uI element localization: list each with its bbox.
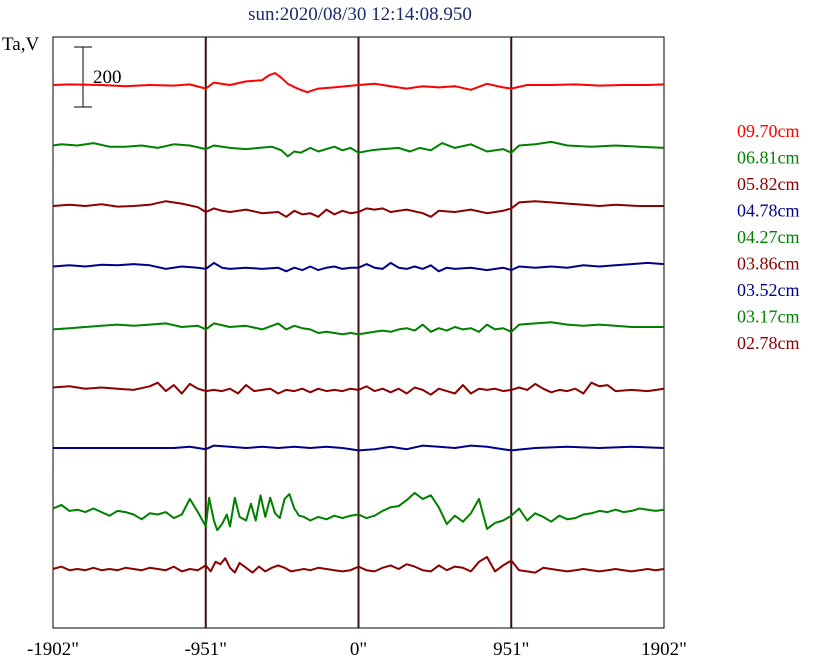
legend-entry-6: 03.52cm — [737, 280, 800, 300]
series-line-0 — [52, 72, 665, 94]
x-tick-label-4: 1902" — [641, 639, 687, 660]
series-line-8 — [52, 556, 665, 574]
legend-entry-7: 03.17cm — [737, 307, 800, 327]
scale-bar-label: 200 — [93, 67, 122, 88]
x-tick-label-2: 0" — [350, 639, 367, 660]
reference-lines — [204, 37, 513, 628]
legend-entry-8: 02.78cm — [737, 333, 800, 353]
legend-entry-1: 06.81cm — [737, 148, 800, 168]
series-line-2 — [52, 200, 664, 218]
series-line-6 — [53, 444, 665, 452]
y-axis-label: Ta,V — [2, 34, 39, 55]
x-tick-label-3: 951" — [493, 639, 529, 660]
x-tick-labels: -1902" -951" 0" 951" 1902" — [27, 639, 687, 660]
legend-entry-5: 03.86cm — [737, 254, 800, 274]
legend: 09.70cm 06.81cm 05.82cm 04.78cm 04.27cm 03.86… — [737, 121, 800, 353]
chart-title: sun:2020/08/30 12:14:08.950 — [248, 4, 472, 25]
series-line-7 — [52, 491, 665, 532]
x-tick-label-1: -951" — [184, 639, 227, 660]
series-line-1 — [52, 140, 665, 158]
legend-entry-2: 05.82cm — [737, 174, 800, 194]
legend-entry-3: 04.78cm — [737, 201, 800, 221]
series-line-4 — [52, 321, 664, 336]
series-line-3 — [52, 261, 665, 273]
series-line-5 — [52, 381, 665, 396]
legend-entry-0: 09.70cm — [737, 121, 800, 141]
scale-bar: 200 — [74, 46, 122, 108]
legend-entry-4: 04.27cm — [737, 227, 800, 247]
series-lines — [52, 72, 665, 574]
x-tick-label-0: -1902" — [27, 639, 79, 660]
